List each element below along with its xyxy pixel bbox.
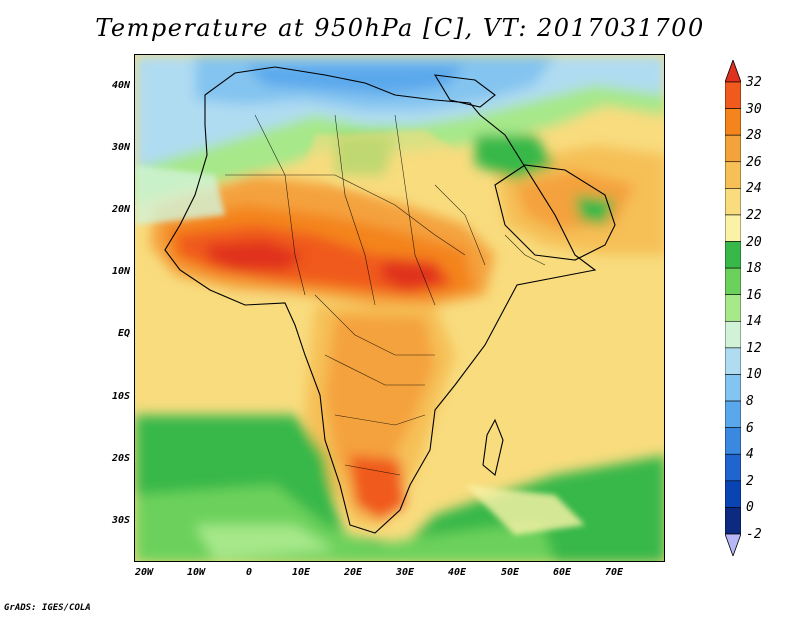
colorbar-label: 30: [746, 101, 762, 117]
colorbar-segment: [725, 81, 741, 109]
lat-label: 30S: [111, 515, 130, 526]
credit-text: GrADS: IGES/COLA: [4, 603, 91, 613]
colorbar-label: 4: [746, 447, 754, 463]
colorbar-label: 32: [746, 75, 762, 90]
colorbar-label: -2: [746, 527, 762, 542]
colorbar-label: 22: [746, 207, 762, 223]
lat-label: 10S: [111, 391, 130, 402]
colorbar-segment: [725, 347, 741, 375]
lat-label: 20N: [111, 204, 130, 215]
lat-label: 40N: [111, 80, 130, 91]
borders: [225, 114, 546, 476]
colorbar-label: 28: [746, 128, 762, 144]
colorbar: [725, 60, 741, 556]
colorbar-segment: [725, 267, 741, 296]
colorbar-label: 14: [746, 314, 762, 330]
lat-label: 10N: [111, 266, 130, 277]
colorbar-segment: [725, 453, 741, 482]
map-title: Temperature at 950hPa [C], VT: 201703170…: [95, 14, 705, 42]
lon-label: 60E: [552, 567, 572, 578]
colorbar-segment: [725, 241, 741, 269]
temperature-field: [135, 55, 664, 561]
colorbar-label: 20: [746, 234, 762, 250]
colorbar-label: 2: [746, 473, 754, 489]
colorbar-label: 26: [746, 154, 762, 170]
lon-label: 70E: [604, 567, 624, 578]
coastlines: [164, 66, 616, 534]
colorbar-segment: [725, 320, 741, 349]
colorbar-label: 24: [746, 181, 762, 197]
lon-label: 20E: [343, 567, 363, 578]
colorbar-segment: [725, 134, 741, 163]
lon-label: 20W: [134, 567, 154, 578]
colorbar-top-triangle: [725, 60, 741, 83]
colorbar-segment: [725, 400, 741, 428]
colorbar-segment: [725, 214, 741, 242]
colorbar-label: 16: [746, 287, 762, 303]
lon-label: 10W: [186, 567, 206, 578]
colorbar-label: 12: [746, 340, 762, 356]
colorbar-bottom-triangle: [725, 533, 741, 556]
colorbar-label: 8: [746, 394, 754, 410]
colorbar-segment: [725, 480, 741, 508]
lat-label: 20S: [111, 453, 130, 464]
colorbar-label: 10: [746, 367, 762, 383]
lon-label: 0: [245, 567, 253, 578]
colorbar-segment: [725, 507, 741, 535]
colorbar-segment: [725, 108, 741, 136]
colorbar-label: 18: [746, 261, 762, 277]
colorbar-segment: [725, 161, 741, 189]
lat-label: 30N: [111, 142, 130, 153]
map-panel: [134, 54, 665, 562]
lat-label: EQ: [117, 328, 130, 339]
colorbar-segment: [725, 294, 741, 322]
colorbar-segment: [725, 427, 741, 455]
colorbar-label: 6: [746, 420, 754, 436]
lon-label: 50E: [500, 567, 520, 578]
colorbar-segment: [725, 188, 741, 216]
colorbar-label: 0: [746, 500, 754, 516]
lon-label: 40E: [447, 567, 467, 578]
colorbar-segment: [725, 374, 741, 402]
lon-label: 10E: [291, 567, 311, 578]
lon-label: 30E: [395, 567, 415, 578]
